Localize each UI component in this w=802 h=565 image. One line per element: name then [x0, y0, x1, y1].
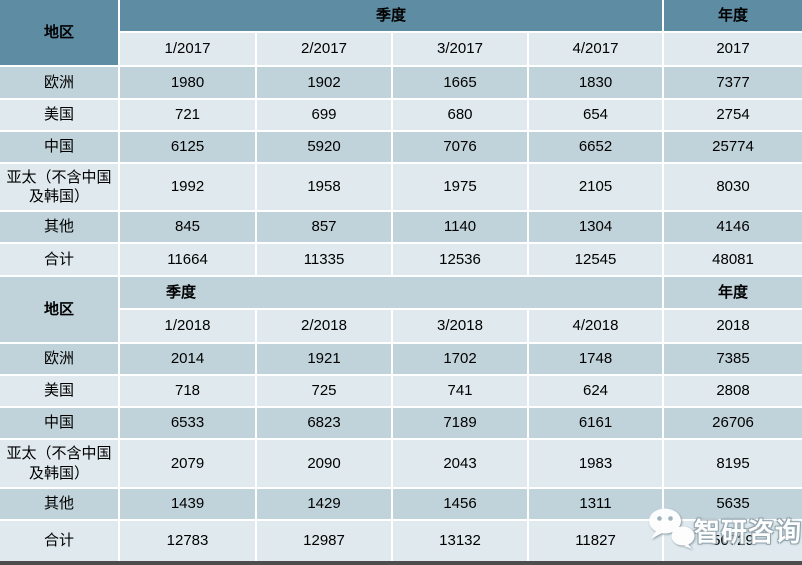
- annual-value-cell: 4146: [664, 212, 802, 242]
- value-cell: 12545: [529, 244, 662, 275]
- region-cell: 美国: [0, 100, 118, 130]
- annual-value-cell: 7385: [664, 344, 802, 374]
- value-cell: 1958: [257, 164, 391, 210]
- region-cell: 中国: [0, 132, 118, 162]
- quarter-label-cell: 3/2018: [393, 310, 527, 342]
- value-cell: 7076: [393, 132, 527, 162]
- annual-value-cell: 2754: [664, 100, 802, 130]
- region-cell: 欧洲: [0, 67, 118, 98]
- value-cell: 699: [257, 100, 391, 130]
- annual-value-cell: 25774: [664, 132, 802, 162]
- annual-label-cell: 2018: [664, 310, 802, 342]
- value-cell: 1830: [529, 67, 662, 98]
- value-cell: 725: [257, 376, 391, 406]
- value-cell: 2090: [257, 440, 391, 487]
- value-cell: 11335: [257, 244, 391, 275]
- quarter-label-cell: 3/2017: [393, 33, 527, 65]
- bottom-bar: [0, 561, 802, 565]
- value-cell: 6125: [120, 132, 255, 162]
- value-cell: 857: [257, 212, 391, 242]
- value-cell: 1304: [529, 212, 662, 242]
- value-cell: 2079: [120, 440, 255, 487]
- annual-value-cell: 8195: [664, 440, 802, 487]
- annual-value-cell: 8030: [664, 164, 802, 210]
- annual-header-cell: 年度: [664, 277, 802, 308]
- region-cell: 合计: [0, 244, 118, 275]
- value-cell: 11827: [529, 521, 662, 561]
- value-cell: 1140: [393, 212, 527, 242]
- region-cell: 亚太（不含中国及韩国）: [0, 164, 118, 210]
- value-cell: 12536: [393, 244, 527, 275]
- region-cell: 合计: [0, 521, 118, 561]
- quarter-label-cell: 1/2018: [120, 310, 255, 342]
- value-cell: 845: [120, 212, 255, 242]
- value-cell: 1702: [393, 344, 527, 374]
- value-cell: 654: [529, 100, 662, 130]
- value-cell: 1983: [529, 440, 662, 487]
- value-cell: 680: [393, 100, 527, 130]
- annual-value-cell: 2808: [664, 376, 802, 406]
- value-cell: 1439: [120, 489, 255, 519]
- quarter-label-cell: 2/2017: [257, 33, 391, 65]
- annual-value-cell: 48081: [664, 244, 802, 275]
- region-cell: 美国: [0, 376, 118, 406]
- region-header-cell: 地区: [0, 277, 118, 342]
- value-cell: 1456: [393, 489, 527, 519]
- quarter-label-cell: 4/2018: [529, 310, 662, 342]
- value-cell: 5920: [257, 132, 391, 162]
- quarter-header-cell: 季度: [120, 0, 662, 31]
- annual-value-cell: 5635: [664, 489, 802, 519]
- value-cell: 624: [529, 376, 662, 406]
- value-cell: 7189: [393, 408, 527, 438]
- value-cell: 6533: [120, 408, 255, 438]
- quarter-label-cell: 2/2018: [257, 310, 391, 342]
- value-cell: 2014: [120, 344, 255, 374]
- value-cell: 1921: [257, 344, 391, 374]
- annual-value-cell: 7377: [664, 67, 802, 98]
- region-cell: 其他: [0, 212, 118, 242]
- value-cell: 6823: [257, 408, 391, 438]
- region-cell: 欧洲: [0, 344, 118, 374]
- annual-value-cell: 50729: [664, 521, 802, 561]
- region-cell: 亚太（不含中国及韩国）: [0, 440, 118, 487]
- value-cell: 721: [120, 100, 255, 130]
- value-cell: 1429: [257, 489, 391, 519]
- value-cell: 1311: [529, 489, 662, 519]
- value-cell: 741: [393, 376, 527, 406]
- value-cell: 13132: [393, 521, 527, 561]
- annual-header-cell: 年度: [664, 0, 802, 31]
- value-cell: 1975: [393, 164, 527, 210]
- value-cell: 1665: [393, 67, 527, 98]
- region-cell: 中国: [0, 408, 118, 438]
- quarter-label-cell: 1/2017: [120, 33, 255, 65]
- quarter-header-cell: 季度: [120, 277, 662, 308]
- annual-label-cell: 2017: [664, 33, 802, 65]
- annual-value-cell: 26706: [664, 408, 802, 438]
- region-header-cell: 地区: [0, 0, 118, 65]
- value-cell: 6652: [529, 132, 662, 162]
- region-cell: 其他: [0, 489, 118, 519]
- value-cell: 1992: [120, 164, 255, 210]
- value-cell: 12987: [257, 521, 391, 561]
- value-cell: 6161: [529, 408, 662, 438]
- value-cell: 1748: [529, 344, 662, 374]
- value-cell: 11664: [120, 244, 255, 275]
- value-cell: 2105: [529, 164, 662, 210]
- value-cell: 1980: [120, 67, 255, 98]
- value-cell: 1902: [257, 67, 391, 98]
- value-cell: 718: [120, 376, 255, 406]
- quarter-label-cell: 4/2017: [529, 33, 662, 65]
- value-cell: 12783: [120, 521, 255, 561]
- value-cell: 2043: [393, 440, 527, 487]
